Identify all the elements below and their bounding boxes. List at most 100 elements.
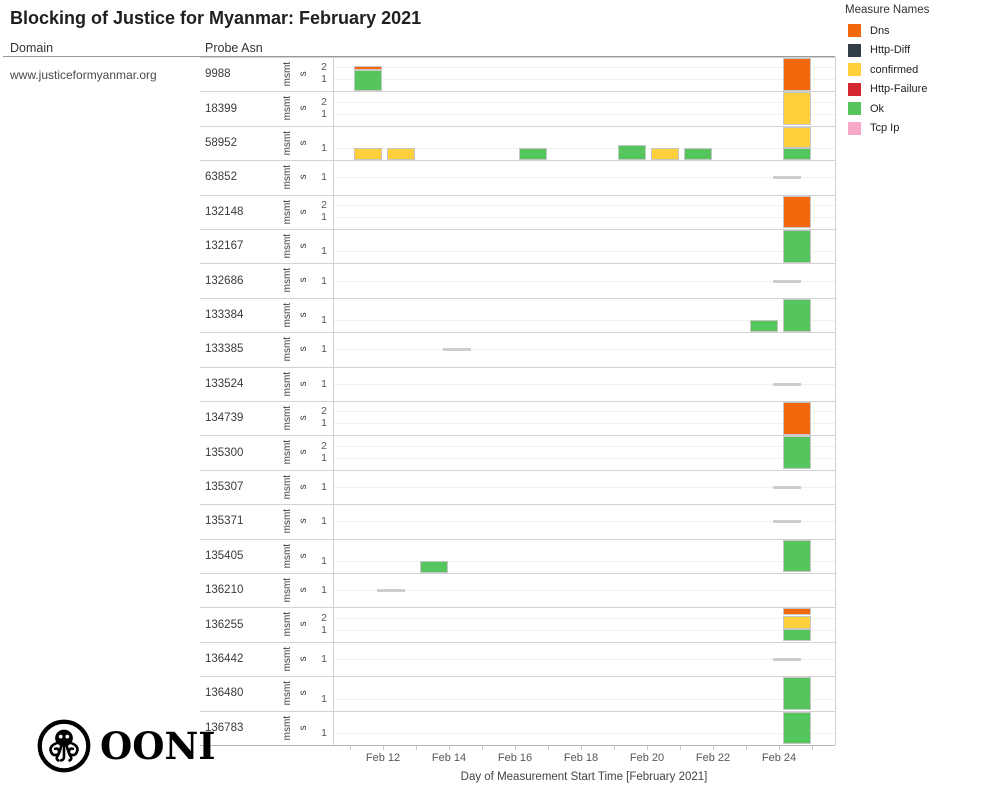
legend-item-ok[interactable]: Ok (845, 102, 995, 115)
x-tick-mark (416, 746, 417, 750)
y-axis-title-msmt: msmt (282, 302, 293, 328)
y-axis-title-msmt: msmt (282, 61, 293, 87)
measurement-bar-ok[interactable] (750, 319, 778, 332)
empty-measurement-dash[interactable] (443, 348, 471, 352)
probe-asn-label: 135307 (205, 480, 244, 493)
measurement-bar-ok[interactable] (783, 230, 811, 263)
y-axis-title-msmt: msmt (282, 646, 293, 672)
x-tick-mark (779, 746, 780, 750)
y-axis-title-msmt: msmt (282, 715, 293, 741)
y-gridline (333, 280, 835, 282)
probe-asn-label: 133384 (205, 308, 244, 321)
legend-item-confirmed[interactable]: confirmed (845, 63, 995, 76)
y-tick-label: 2 (321, 439, 327, 452)
legend-label: Tcp Ip (870, 122, 900, 134)
empty-measurement-dash[interactable] (773, 382, 801, 386)
measurement-bar-ok[interactable] (618, 145, 646, 160)
empty-measurement-dash[interactable] (773, 279, 801, 283)
y-tick-label: 1 (321, 107, 327, 120)
y-gridline (333, 521, 835, 523)
measurement-bar-dns[interactable] (783, 608, 811, 616)
y-gridline (333, 698, 835, 700)
empty-measurement-dash[interactable] (773, 176, 801, 180)
measurement-bar-ok[interactable] (783, 629, 811, 642)
measurement-bar-ok[interactable] (684, 147, 712, 160)
legend-item-dns[interactable]: Dns (845, 24, 995, 37)
measurement-bar-ok[interactable] (354, 69, 382, 91)
empty-measurement-dash[interactable] (377, 589, 405, 593)
measurement-bar-ok[interactable] (783, 436, 811, 470)
row-separator (200, 160, 835, 162)
measurement-bar-confirmed[interactable] (651, 147, 679, 160)
y-axis-title-msmt: msmt (282, 577, 293, 603)
y-gridline (333, 659, 835, 660)
measurement-bar-ok[interactable] (420, 560, 448, 573)
y-tick-label: 2 (321, 95, 327, 108)
x-axis-line (200, 745, 835, 746)
measurement-bar-confirmed[interactable] (354, 147, 382, 160)
x-tick-label: Feb 14 (431, 752, 467, 764)
probe-asn-label: 58952 (205, 136, 237, 149)
empty-measurement-dash[interactable] (773, 658, 801, 661)
y-gridline (333, 217, 835, 218)
measurement-bar-ok[interactable] (519, 147, 547, 160)
row-separator (200, 573, 835, 574)
y-axis-title-msmt: msmt (282, 371, 293, 397)
legend-title: Measure Names (845, 4, 930, 16)
measurement-bar-ok[interactable] (783, 677, 811, 711)
y-gridline (333, 590, 835, 592)
y-tick-label: 1 (321, 727, 327, 739)
measurement-bar-confirmed[interactable] (783, 615, 811, 630)
y-tick-label: 1 (321, 142, 327, 155)
probe-asn-label: 136783 (205, 721, 244, 734)
row-separator (200, 676, 835, 678)
measurement-bar-confirmed[interactable] (783, 92, 811, 126)
probe-asn-label: 132148 (205, 205, 244, 218)
empty-measurement-dash[interactable] (773, 486, 801, 489)
measurement-bar-ok[interactable] (783, 298, 811, 332)
x-tick-mark (647, 746, 648, 750)
measurement-bar-dns[interactable] (783, 402, 811, 435)
measurement-bar-dns[interactable] (783, 58, 811, 91)
y-gridline (333, 445, 835, 447)
row-separator (200, 435, 835, 437)
legend-item-http-failure[interactable]: Http-Failure (845, 82, 995, 96)
measurement-bar-confirmed[interactable] (783, 126, 811, 148)
y-gridline (333, 487, 835, 488)
measurement-bar-dns[interactable] (783, 195, 811, 229)
x-tick-mark (449, 746, 450, 750)
probe-asn-label: 18399 (205, 102, 237, 115)
measurement-bar-ok[interactable] (783, 539, 811, 573)
y-gridline (333, 411, 835, 413)
y-gridline (333, 101, 835, 103)
y-axis-title-msmt: msmt (282, 130, 293, 156)
row-separator (200, 57, 835, 58)
legend-swatch (848, 63, 861, 76)
probe-asn-label: 63852 (205, 171, 237, 184)
legend-item-http-diff[interactable]: Http-Diff (845, 43, 995, 57)
y-gridline (333, 423, 835, 425)
row-separator (200, 641, 835, 643)
y-tick-label: 1 (321, 555, 327, 567)
empty-measurement-dash[interactable] (773, 520, 801, 524)
measurement-bar-ok[interactable] (783, 147, 811, 160)
y-axis-title-msmt: msmt (282, 543, 293, 569)
x-tick-mark (515, 746, 516, 750)
x-tick-mark (350, 746, 351, 750)
legend-item-tcp-ip[interactable]: Tcp Ip (845, 121, 995, 135)
x-tick-label: Feb 22 (695, 752, 731, 764)
probe-asn-label: 136255 (205, 618, 244, 631)
measurement-bar-confirmed[interactable] (387, 147, 415, 160)
measurement-bar-dns[interactable] (354, 65, 382, 70)
y-tick-label: 1 (321, 314, 327, 327)
x-tick-mark (614, 746, 615, 750)
y-gridline (333, 79, 835, 81)
page-title: Blocking of Justice for Myanmar: Februar… (10, 8, 422, 28)
measurement-bar-ok[interactable] (783, 711, 811, 745)
legend-items: Dns Http-Diff confirmed Http-Failure Ok Tcp I… (845, 24, 995, 135)
y-gridline (333, 561, 835, 562)
ooni-logo: OONI (36, 718, 216, 774)
y-tick-label: 1 (321, 171, 327, 184)
domain-value: www.justiceformyanmar.org (10, 68, 157, 82)
